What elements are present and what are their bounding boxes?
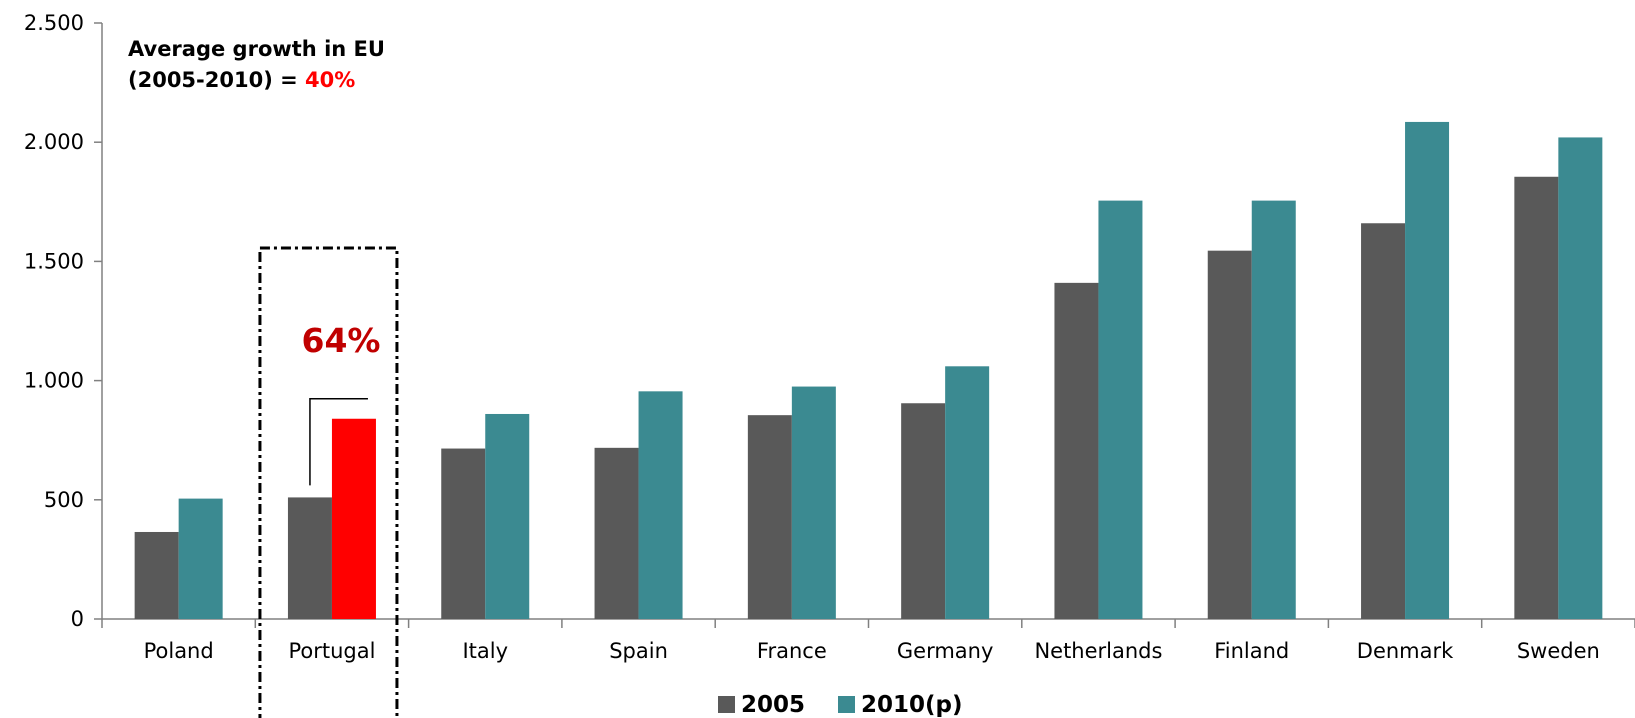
bar-2005-finland <box>1207 250 1252 619</box>
x-tick-label: France <box>757 639 827 663</box>
bar-2005-spain <box>594 447 639 619</box>
bar-2005-sweden <box>1514 176 1559 619</box>
bar-2010p-sweden <box>1558 137 1603 619</box>
bar-2005-poland <box>134 531 179 619</box>
bar-2005-denmark <box>1361 223 1406 620</box>
annotation-line1: Average growth in EU <box>128 37 385 61</box>
annotation-line2-value: 40% <box>305 68 355 92</box>
bars <box>134 121 1603 620</box>
bar-2010p-poland <box>178 498 223 619</box>
x-tick-label: Poland <box>144 639 214 663</box>
annotation-line2-prefix: (2005-2010) = <box>128 68 305 92</box>
highlight-dashed-frame <box>258 246 399 718</box>
x-tick-label: Finland <box>1214 639 1289 663</box>
bar-2010p-finland <box>1251 200 1296 619</box>
legend-label-2010p: 2010(p) <box>861 692 963 718</box>
x-axis: Poland Portugal Italy Spain France Germany Net… <box>101 618 1635 663</box>
x-tick-label: Sweden <box>1517 639 1600 663</box>
bar-2005-netherlands <box>1054 282 1099 619</box>
bar-2010p-italy <box>485 413 530 619</box>
y-tick-label: 1.500 <box>24 249 84 273</box>
highlight-growth-label: 64% <box>302 321 381 360</box>
legend-swatch-2005 <box>718 696 735 713</box>
bar-2005-portugal <box>287 497 332 619</box>
x-tick-label: Denmark <box>1357 639 1454 663</box>
y-tick-label: 500 <box>44 488 84 512</box>
legend-label-2005: 2005 <box>741 692 805 718</box>
x-tick-label: Italy <box>462 639 508 663</box>
bar-2010p-denmark <box>1405 121 1450 619</box>
x-tick-label: Germany <box>897 639 994 663</box>
legend: 2005 2010(p) <box>718 692 963 718</box>
growth-bracket <box>309 397 368 486</box>
x-tick-label: Portugal <box>288 639 375 663</box>
bar-2005-italy <box>441 448 486 619</box>
y-tick-label: 0 <box>71 607 84 631</box>
y-tick-label: 1.000 <box>24 369 84 393</box>
bar-2010p-portugal <box>331 418 376 619</box>
bar-2005-france <box>747 415 792 619</box>
bar-2005-germany <box>901 403 946 619</box>
legend-swatch-2010p <box>838 696 855 713</box>
bar-2010p-netherlands <box>1098 200 1143 619</box>
y-tick-label: 2.000 <box>24 130 84 154</box>
bar-2010p-france <box>791 386 836 619</box>
annotation-line2: (2005-2010) = 40% <box>128 68 355 92</box>
y-axis: 0 500 1.000 1.500 2.000 2.500 <box>24 11 103 631</box>
y-tick-label: 2.500 <box>24 11 84 35</box>
x-tick-label: Netherlands <box>1034 639 1162 663</box>
bar-2010p-germany <box>945 366 990 619</box>
x-tick-label: Spain <box>609 639 668 663</box>
portugal-highlight-box <box>258 246 399 718</box>
bar-2010p-spain <box>638 391 683 619</box>
